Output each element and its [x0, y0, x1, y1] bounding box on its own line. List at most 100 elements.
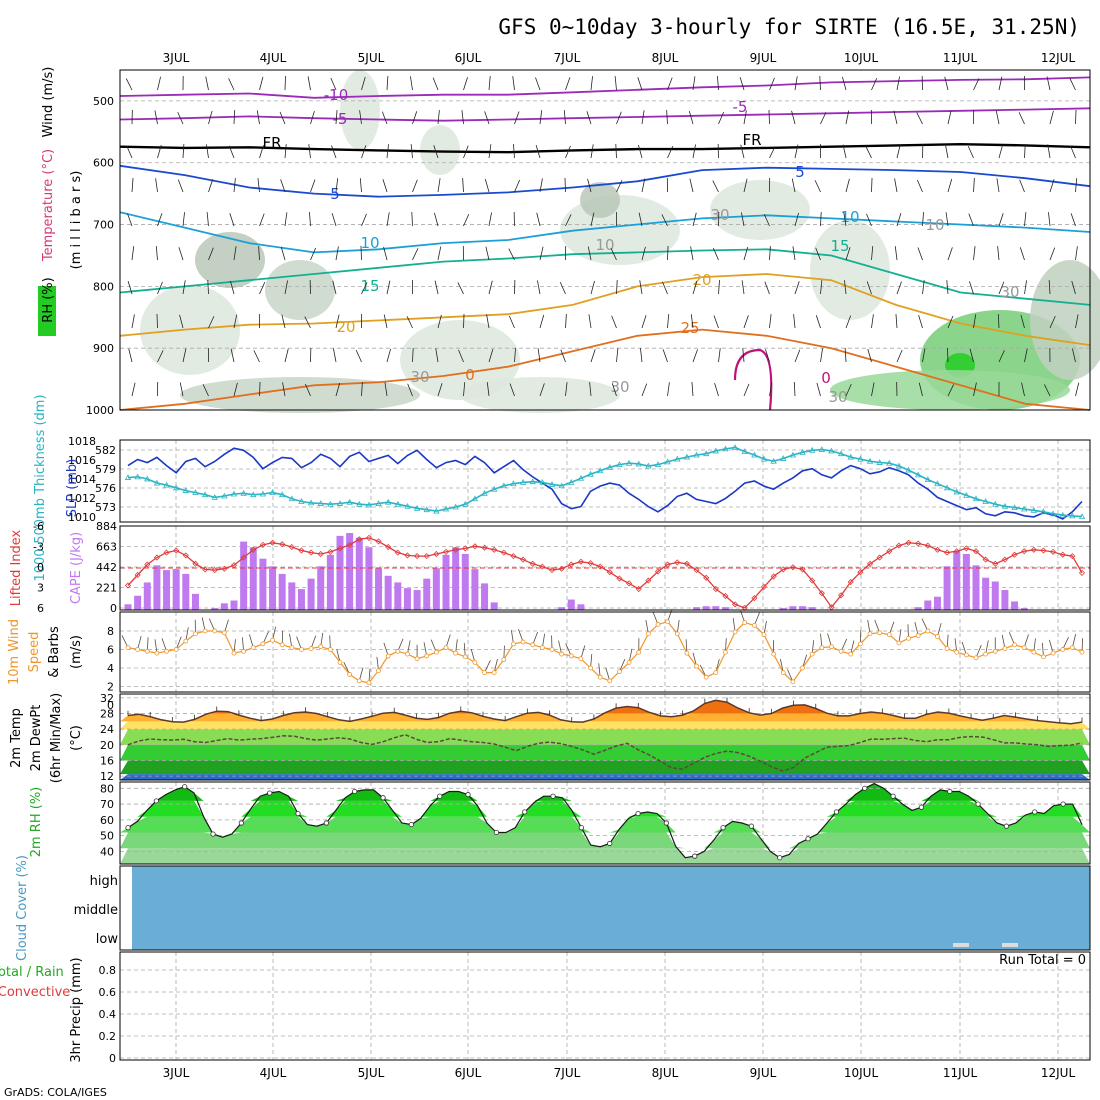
wind-barb: [284, 280, 288, 295]
wind-barb: [560, 349, 566, 363]
li-marker: [394, 549, 401, 556]
wind-barb: [331, 212, 337, 227]
wind-barb: [1048, 212, 1051, 227]
wind-barb: [641, 178, 646, 193]
wind-barb: [230, 280, 235, 295]
wind-tick: 4: [107, 662, 114, 675]
wind-barb: [815, 247, 821, 261]
li-marker: [847, 578, 854, 586]
li-marker: [1069, 553, 1076, 560]
cape-bar: [991, 581, 999, 610]
thickness-marker: [963, 492, 970, 498]
temp-tick: 12: [100, 770, 114, 783]
cape-bar: [702, 606, 710, 610]
y-tick-label: 700: [93, 219, 114, 232]
y-tick-label: 1000: [86, 404, 114, 417]
y-tick-label: 600: [93, 157, 114, 170]
x-date-bottom: 7JUL: [554, 1066, 581, 1080]
thickness-marker: [770, 457, 777, 464]
wind-marker: [1002, 646, 1008, 651]
li-marker: [953, 548, 960, 555]
wind-barb: [871, 77, 878, 91]
wind-marker: [559, 651, 565, 657]
wind-barb: [815, 315, 821, 329]
li-marker: [1011, 551, 1018, 558]
thickness-marker: [972, 495, 980, 502]
wind-barb: [763, 213, 770, 227]
li-marker: [712, 585, 719, 593]
cape-bar: [490, 602, 498, 610]
wind-barb: [793, 314, 796, 329]
li-marker: [866, 560, 874, 567]
wind-barb: [484, 111, 490, 125]
rh-marker: [748, 823, 755, 829]
wind-barb: [309, 212, 311, 227]
wind-barb: [458, 349, 464, 363]
contour-label: 10: [840, 208, 859, 226]
li-marker: [163, 549, 170, 556]
wind-barb: [895, 314, 898, 329]
cape-bar: [317, 566, 325, 610]
cape-bar: [182, 573, 190, 610]
rh-shading: [810, 220, 890, 320]
thickness-marker: [124, 474, 132, 480]
li-marker: [703, 574, 710, 581]
wind-barb: [463, 213, 470, 227]
wind-marker: [356, 678, 362, 684]
cape-ylabel: CAPE (J/kg): [69, 532, 84, 604]
cape-tick: 442: [96, 561, 117, 574]
wind-barb: [611, 315, 617, 329]
wind-barb: [335, 178, 339, 193]
rh-marker: [493, 829, 499, 836]
thickness-marker: [240, 489, 247, 496]
rh-tick: 60: [100, 814, 114, 827]
wind-marker: [607, 678, 613, 684]
wind-marker: [135, 647, 141, 652]
thickness-marker: [134, 473, 141, 480]
wind-barb: [230, 348, 235, 363]
cape-bar: [346, 533, 354, 610]
cape-bar: [124, 604, 132, 610]
x-date-top: 4JUL: [260, 51, 287, 65]
li-marker: [818, 590, 825, 597]
thickness-marker: [731, 444, 739, 450]
wind-barb: [310, 247, 317, 261]
wind-barb: [743, 110, 747, 125]
li-marker: [173, 547, 180, 554]
upper-air-frame: [119, 69, 1091, 411]
wind-barb: [437, 314, 442, 329]
li-tick: 3: [37, 582, 44, 595]
thickness-marker: [876, 459, 883, 465]
wind-marker: [173, 647, 179, 652]
li-marker: [886, 548, 893, 555]
wind-barb: [793, 382, 796, 397]
wind-barb: [359, 178, 362, 193]
wind-barb: [539, 178, 543, 193]
wind-barb: [178, 247, 184, 261]
thickness-marker: [317, 500, 324, 506]
wind-barb: [412, 111, 418, 125]
rh-tick: 80: [100, 782, 114, 795]
wind-barb: [282, 382, 286, 397]
thickness-marker: [288, 495, 295, 502]
wind-barb: [1048, 280, 1051, 295]
contour-label: -5: [333, 110, 348, 128]
cape-bar: [567, 599, 575, 610]
cape-bar: [153, 565, 161, 610]
thickness-marker: [356, 500, 363, 507]
wind-barb: [667, 77, 673, 91]
wind-barb: [1024, 280, 1027, 295]
li-marker: [202, 566, 209, 573]
wind-barb: [973, 382, 977, 397]
wind-marker: [684, 650, 690, 656]
wind-barb: [304, 383, 311, 397]
wind-marker: [886, 632, 892, 638]
contour-label: FR: [262, 134, 281, 152]
wind-barb: [1019, 247, 1025, 261]
wind-marker: [405, 651, 410, 657]
page-title: GFS 0~10day 3-hourly for SIRTE (16.5E, 3…: [498, 15, 1080, 39]
li-marker: [134, 571, 141, 579]
wind-barb: [791, 178, 796, 193]
cape-bar: [1001, 590, 1009, 610]
wind-marker: [588, 665, 593, 671]
